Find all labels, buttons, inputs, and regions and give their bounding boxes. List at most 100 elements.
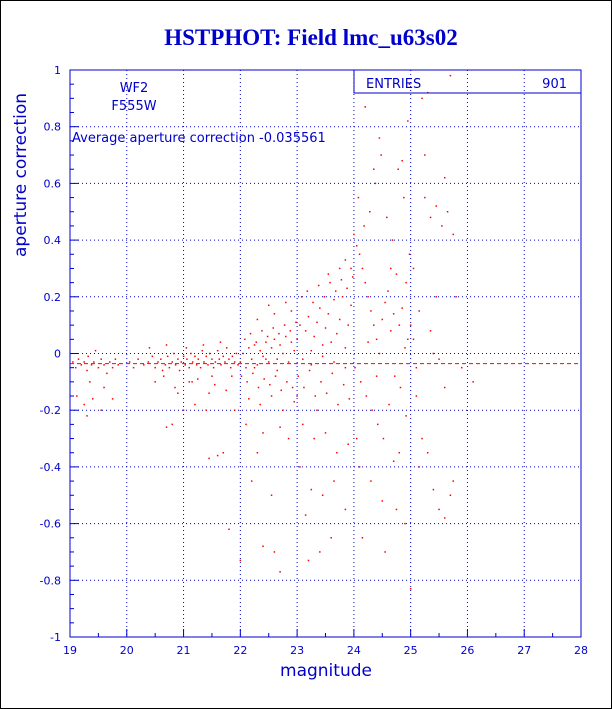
data-point bbox=[333, 298, 335, 301]
data-point bbox=[93, 361, 95, 363]
data-point bbox=[270, 347, 273, 349]
data-point bbox=[403, 196, 405, 199]
data-point bbox=[367, 341, 369, 343]
data-point bbox=[240, 375, 243, 377]
data-point bbox=[443, 176, 446, 179]
data-point bbox=[387, 83, 389, 85]
data-point bbox=[388, 403, 390, 406]
data-point bbox=[279, 344, 281, 346]
data-point bbox=[296, 395, 298, 397]
data-point bbox=[384, 551, 386, 553]
data-point bbox=[367, 296, 369, 298]
data-point bbox=[256, 318, 259, 321]
data-point bbox=[173, 352, 175, 355]
data-point bbox=[225, 347, 228, 349]
data-point bbox=[220, 364, 222, 366]
data-point bbox=[404, 347, 406, 349]
data-point bbox=[340, 279, 343, 281]
data-point bbox=[324, 327, 327, 329]
data-point bbox=[289, 330, 292, 332]
data-point bbox=[287, 437, 290, 440]
stats-box: ENTRIES 901 bbox=[353, 69, 582, 94]
data-point bbox=[222, 451, 225, 454]
data-point bbox=[191, 361, 194, 363]
data-point bbox=[273, 313, 276, 315]
data-point bbox=[392, 460, 395, 462]
data-point bbox=[261, 330, 263, 332]
data-point bbox=[171, 423, 173, 426]
data-point bbox=[286, 381, 288, 383]
data-point bbox=[262, 355, 264, 358]
data-point bbox=[165, 344, 168, 346]
data-point bbox=[376, 423, 379, 426]
data-point bbox=[265, 341, 267, 343]
data-point bbox=[114, 358, 117, 360]
data-point bbox=[333, 480, 335, 482]
stats-box-border bbox=[353, 69, 582, 94]
data-point bbox=[310, 364, 313, 366]
data-point bbox=[178, 369, 181, 372]
data-point bbox=[103, 386, 105, 389]
data-point bbox=[472, 381, 474, 383]
data-point bbox=[177, 358, 179, 360]
data-point bbox=[361, 267, 364, 270]
y-tick-label: -1 bbox=[50, 631, 61, 644]
data-point bbox=[245, 366, 247, 369]
data-point bbox=[89, 381, 91, 383]
data-point bbox=[143, 364, 145, 366]
data-point bbox=[100, 409, 102, 411]
data-point bbox=[263, 378, 265, 380]
x-tick-label: 22 bbox=[233, 644, 247, 657]
data-point bbox=[353, 233, 355, 236]
data-point bbox=[395, 273, 398, 275]
data-point bbox=[270, 494, 273, 496]
data-point bbox=[370, 310, 372, 312]
data-point bbox=[380, 154, 382, 156]
data-point bbox=[365, 395, 368, 397]
data-point bbox=[408, 253, 411, 256]
y-tick-label: 0.8 bbox=[44, 121, 62, 134]
data-point bbox=[348, 398, 351, 400]
data-point bbox=[350, 267, 352, 270]
data-point bbox=[327, 313, 330, 315]
data-point bbox=[405, 415, 407, 417]
data-point bbox=[197, 378, 199, 380]
data-point bbox=[386, 216, 388, 219]
data-point bbox=[310, 488, 313, 491]
data-point bbox=[329, 281, 331, 284]
data-point bbox=[290, 310, 293, 312]
x-axis-label: magnitude bbox=[280, 661, 372, 681]
data-point bbox=[295, 321, 297, 324]
data-point bbox=[137, 358, 139, 360]
data-point bbox=[151, 355, 154, 358]
data-point bbox=[83, 403, 85, 406]
data-point bbox=[421, 97, 423, 100]
data-point bbox=[185, 347, 188, 349]
data-point bbox=[262, 545, 264, 548]
data-point bbox=[249, 332, 252, 335]
data-point bbox=[283, 324, 286, 326]
y-tick-label: -0.2 bbox=[40, 404, 61, 417]
data-point bbox=[307, 559, 310, 562]
data-point bbox=[438, 508, 440, 511]
data-point bbox=[205, 409, 208, 411]
data-point bbox=[211, 358, 213, 360]
data-point bbox=[188, 381, 190, 383]
data-point bbox=[390, 267, 392, 270]
data-point bbox=[308, 369, 311, 372]
data-point bbox=[369, 211, 371, 213]
data-point bbox=[371, 409, 373, 411]
data-point bbox=[405, 281, 407, 284]
data-point bbox=[392, 313, 395, 315]
data-point bbox=[97, 366, 100, 369]
data-point bbox=[174, 364, 177, 366]
data-point bbox=[190, 352, 192, 355]
data-point bbox=[398, 324, 401, 326]
data-point bbox=[412, 338, 415, 341]
data-point bbox=[415, 366, 418, 369]
grid-lines bbox=[69, 69, 582, 638]
data-point bbox=[194, 403, 196, 406]
data-point bbox=[72, 361, 74, 363]
data-point bbox=[212, 366, 215, 369]
